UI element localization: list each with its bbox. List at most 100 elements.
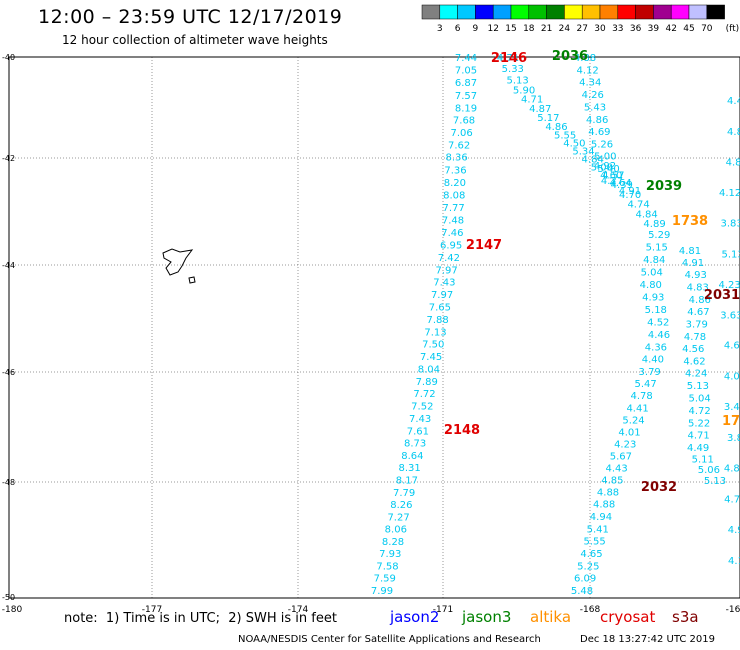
wave-height-value: 5.13 <box>506 75 528 86</box>
scale-swatch <box>706 4 725 20</box>
wave-height-value: 5.11 <box>692 454 714 465</box>
wave-height-value: 8.17 <box>396 476 418 487</box>
wave-height-value: 4.49 <box>687 443 709 454</box>
wave-height-value: 5.47 <box>635 379 657 390</box>
generated-timestamp: Dec 18 13:27:42 UTC 2019 <box>580 634 715 645</box>
wave-height-value: 8.06 <box>385 525 407 536</box>
wave-height-value: 4.43 <box>605 463 627 474</box>
wave-height-value: 3.63 <box>720 310 740 321</box>
wave-height-value: 4.34 <box>579 78 601 89</box>
wave-height-value: 4.56 <box>682 344 704 355</box>
scale-tick-label: 21 <box>541 24 552 34</box>
wave-height-value: 4.93 <box>685 270 707 281</box>
wave-height-value: 8.64 <box>401 451 423 462</box>
wave-height-value: 4.8 <box>726 157 740 168</box>
credit-line: NOAA/NESDIS Center for Satellite Applica… <box>238 634 541 645</box>
wave-height-value: 4.85 <box>601 475 623 486</box>
wave-height-value: 5.18 <box>645 305 667 316</box>
wave-height-value: 4.61 <box>724 341 740 352</box>
wave-height-value: 5.00 <box>594 152 616 163</box>
wave-height-value: 4.84 <box>643 255 665 266</box>
latitude-label: -40 <box>2 53 15 62</box>
wave-height-value: 4.92 <box>594 161 616 172</box>
scale-tick-label: 24 <box>559 24 571 34</box>
wave-height-value: 4.24 <box>685 369 707 380</box>
wave-height-value: 7.05 <box>455 66 477 77</box>
scale-tick-label: 3 <box>437 24 443 34</box>
wave-height-value: 5.06 <box>698 465 720 476</box>
wave-height-value: 8.20 <box>444 178 466 189</box>
wave-height-value: 4.46 <box>648 330 670 341</box>
wave-height-value: 4.62 <box>683 356 705 367</box>
wave-height-value: 4.88 <box>597 487 619 498</box>
pass-time-label: 2036 <box>552 49 588 64</box>
map-frame <box>8 56 740 599</box>
latitude-label: -46 <box>2 368 15 377</box>
wave-height-value: 4.84 <box>635 209 657 220</box>
wave-height-value: 7.61 <box>407 426 429 437</box>
wave-height-value: 8.08 <box>443 190 465 201</box>
pass-time-label: 2039 <box>646 179 682 194</box>
wave-height-value: 7.27 <box>387 512 409 523</box>
wave-height-value: 5.43 <box>584 102 606 113</box>
wave-height-value: 5.55 <box>583 537 605 548</box>
wave-height-value: 4.64 <box>610 178 632 189</box>
wave-height-value: 7.43 <box>433 278 455 289</box>
longitude-label: -174 <box>288 605 309 615</box>
latitude-label: -48 <box>2 478 15 487</box>
wave-height-value: 4.86 <box>586 115 608 126</box>
wave-height-value: 7.59 <box>374 574 396 585</box>
wave-height-value: 5.04 <box>689 393 711 404</box>
wave-height-value: 4.36 <box>645 342 667 353</box>
wave-height-value: 4.23 <box>614 439 636 450</box>
wave-height-value: 8.36 <box>446 153 468 164</box>
wave-height-value: 4.86 <box>689 295 711 306</box>
wave-height-value: 4.4 <box>727 96 740 107</box>
wave-height-value: 4.83 <box>687 283 709 294</box>
scale-unit: (ft) <box>726 24 740 34</box>
wave-height-value: 4.27 <box>601 176 623 187</box>
scale-tick-label: 33 <box>612 24 623 34</box>
wave-height-value: 4.78 <box>630 391 652 402</box>
wave-height-value: 7.97 <box>431 290 453 301</box>
wave-height-value: 4.71 <box>521 95 543 106</box>
wave-height-value: 6.87 <box>455 78 477 89</box>
wave-height-value: 7.62 <box>448 140 470 151</box>
wave-height-value: 5.13 <box>704 476 726 487</box>
wave-height-value: 5.13 <box>687 381 709 392</box>
longitude-label: -177 <box>142 605 162 615</box>
note-text: note: 1) Time is in UTC; 2) SWH is in fe… <box>64 611 337 626</box>
wave-height-value: 5.17 <box>537 113 559 124</box>
wave-height-value: 4.73 <box>724 494 740 505</box>
longitude-label: -168 <box>580 605 601 615</box>
wave-height-value: 7.57 <box>455 91 477 102</box>
scale-tick-label: 15 <box>505 24 516 34</box>
longitude-label: -180 <box>2 605 23 615</box>
legend-jason3: jason3 <box>462 608 512 626</box>
pass-time-label: 2147 <box>466 238 502 253</box>
wave-height-value: 7.93 <box>379 549 401 560</box>
wave-height-value: 8.28 <box>382 537 404 548</box>
wave-height-value: 5.48 <box>571 586 593 597</box>
pass-time-label: 17 <box>722 414 740 429</box>
wave-height-value: 4.65 <box>580 549 602 560</box>
wave-height-value: 5.00 <box>591 163 613 174</box>
page-subtitle: 12 hour collection of altimeter wave hei… <box>62 33 328 47</box>
wave-height-value: 5.04 <box>641 267 663 278</box>
wave-height-value: 4.88 <box>574 53 596 64</box>
wave-height-value: 4.41 <box>626 403 648 414</box>
wave-height-value: 4.12 <box>719 188 740 199</box>
page-title: 12:00 – 23:59 UTC 12/17/2019 <box>38 6 343 28</box>
wave-height-value: 4.39 <box>611 180 633 191</box>
wave-height-value: 5.24 <box>622 415 644 426</box>
longitude-label: -16 <box>726 605 740 615</box>
wave-height-value: 4.57 <box>602 171 624 182</box>
scale-tick-label: 9 <box>473 24 479 34</box>
wave-height-value: 4.89 <box>643 219 665 230</box>
wave-height-value: 7.52 <box>411 402 433 413</box>
wave-height-value: 4.84 <box>582 155 604 166</box>
wave-height-value: 4.80 <box>640 280 662 291</box>
scale-tick-label: 27 <box>576 24 587 34</box>
wave-height-value: 4.91 <box>619 186 641 197</box>
